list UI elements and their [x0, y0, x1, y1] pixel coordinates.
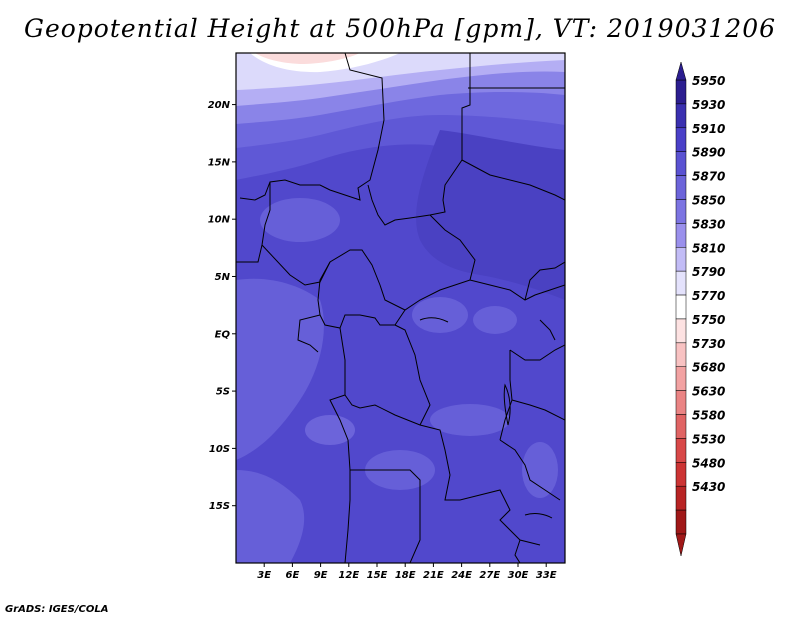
colorbar-segment — [675, 414, 687, 439]
grads-credit: GrADS: IGES/COLA — [5, 604, 109, 615]
lon-label: 12E — [338, 570, 359, 581]
colorbar-segment — [675, 294, 687, 320]
country-borders — [236, 53, 565, 563]
colorbar-label: 5430 — [692, 480, 725, 494]
lat-label: 15N — [208, 157, 231, 168]
colorbar-label: 5910 — [692, 122, 725, 136]
lat-label: 15S — [209, 501, 230, 512]
lat-label: EQ — [215, 329, 231, 340]
lon-label: 15E — [367, 570, 388, 581]
colorbar-bottom-arrow — [675, 533, 687, 557]
colorbar-label: 5870 — [692, 170, 725, 184]
colorbar-segment — [675, 127, 687, 152]
colorbar-segment — [675, 199, 687, 224]
colorbar-label: 5630 — [692, 385, 725, 399]
colorbar-segment — [675, 390, 687, 415]
colorbar-segment — [675, 247, 687, 272]
colorbar-label: 5730 — [692, 337, 725, 351]
colorbar-segment — [675, 485, 687, 511]
lat-label: 10N — [208, 215, 231, 226]
lat-label: 10S — [209, 444, 230, 455]
colorbar-segment — [675, 509, 687, 535]
colorbar-segment — [675, 366, 687, 391]
colorbar-label: 5680 — [692, 361, 725, 375]
latitude-axis: 20N 15N 10N 5N EQ 5S 10S 15S — [208, 100, 236, 512]
colorbar: 5950 5930 5910 5890 5870 5850 5830 5810 5790 5770… — [675, 61, 725, 557]
lon-label: 24E — [451, 570, 472, 581]
colorbar-label: 5790 — [692, 265, 725, 279]
colorbar-label: 5480 — [692, 456, 725, 470]
lat-label: 20N — [208, 100, 231, 111]
colorbar-label: 5810 — [692, 241, 725, 255]
colorbar-segment — [675, 462, 687, 487]
lat-label: 5S — [216, 387, 230, 398]
lon-label: 27E — [479, 570, 500, 581]
colorbar-label: 5850 — [692, 193, 725, 207]
lon-label: 33E — [536, 570, 557, 581]
colorbar-segment — [675, 318, 687, 344]
colorbar-label: 5580 — [692, 409, 725, 423]
colorbar-label: 5950 — [692, 74, 725, 88]
colorbar-segment — [675, 103, 687, 129]
map-title: Geopotential Height at 500hPa [gpm], VT:… — [23, 14, 777, 43]
colorbar-segment — [675, 342, 687, 367]
lon-label: 6E — [286, 570, 300, 581]
colorbar-segment — [675, 223, 687, 248]
colorbar-label: 5750 — [692, 313, 725, 327]
colorbar-segment — [675, 151, 687, 176]
lon-label: 30E — [508, 570, 529, 581]
colorbar-segment — [675, 175, 687, 200]
lon-label: 3E — [257, 570, 271, 581]
colorbar-segment — [675, 270, 687, 296]
colorbar-segment — [675, 438, 687, 463]
colorbar-label: 5830 — [692, 217, 725, 231]
colorbar-label: 5930 — [692, 98, 725, 112]
lon-label: 18E — [395, 570, 416, 581]
lat-label: 5N — [215, 272, 231, 283]
colorbar-top-arrow — [675, 61, 687, 81]
longitude-axis: 3E 6E 9E 12E 15E 18E 21E 24E 27E 30E 33E — [257, 563, 557, 581]
colorbar-label: 5890 — [692, 146, 725, 160]
lon-label: 9E — [314, 570, 328, 581]
map-frame — [235, 52, 566, 564]
colorbar-label: 5770 — [692, 289, 725, 303]
lon-label: 21E — [423, 570, 444, 581]
colorbar-segment — [675, 79, 687, 105]
colorbar-label: 5530 — [692, 432, 725, 446]
